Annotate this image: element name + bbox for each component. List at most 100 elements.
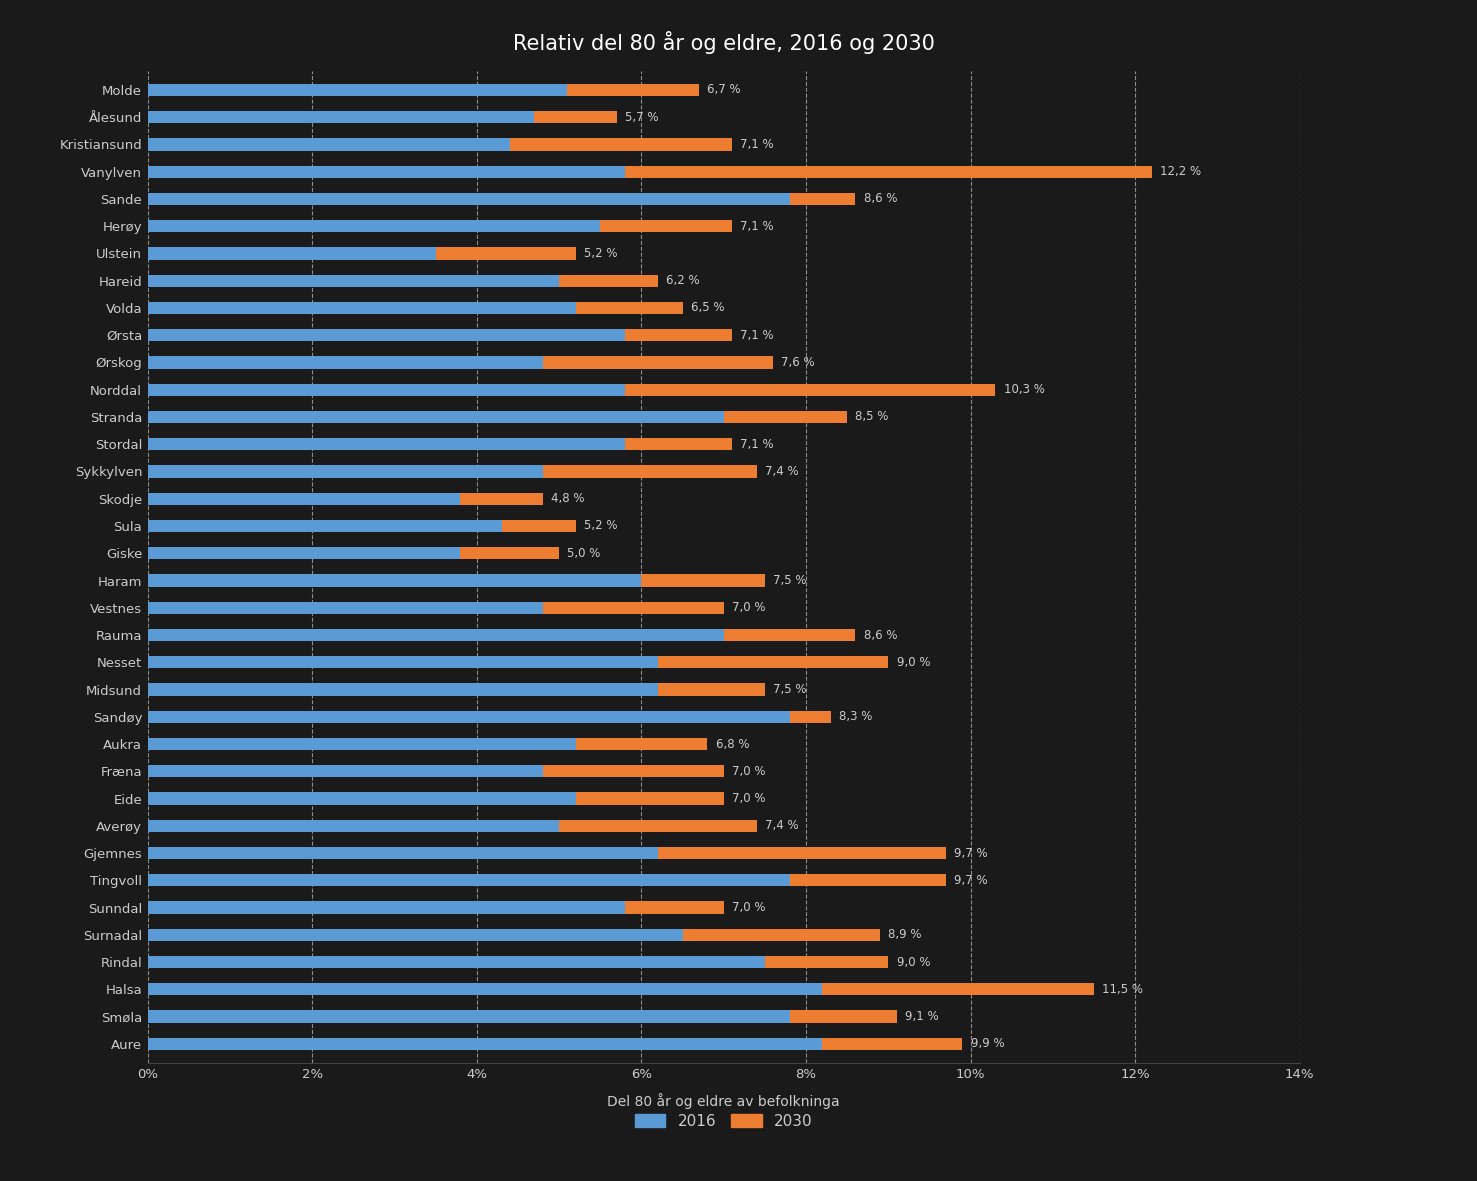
Bar [148, 847, 945, 860]
Bar [148, 520, 502, 533]
Bar [148, 847, 657, 860]
Text: 12,2 %: 12,2 % [1159, 165, 1201, 178]
Bar [148, 1038, 963, 1050]
Bar [148, 765, 542, 777]
Text: 5,2 %: 5,2 % [583, 520, 617, 533]
Bar [148, 629, 855, 641]
Bar [148, 601, 724, 614]
Bar [148, 302, 682, 314]
Text: 8,6 %: 8,6 % [864, 193, 897, 205]
Legend: 2016, 2030: 2016, 2030 [629, 1108, 818, 1135]
Bar [148, 874, 790, 887]
Text: 5,7 %: 5,7 % [625, 111, 659, 124]
Bar [148, 329, 733, 341]
Text: 9,1 %: 9,1 % [905, 1010, 938, 1023]
Bar [148, 792, 576, 804]
Bar [148, 247, 436, 260]
Text: 7,0 %: 7,0 % [733, 901, 765, 914]
Bar [148, 1011, 897, 1023]
Bar [148, 629, 724, 641]
Bar [148, 657, 657, 668]
Bar [148, 492, 542, 505]
Bar [148, 329, 625, 341]
Bar [148, 547, 461, 560]
Bar [148, 138, 510, 151]
Text: 10,3 %: 10,3 % [1003, 383, 1044, 397]
Text: 7,4 %: 7,4 % [765, 465, 799, 478]
Bar [148, 955, 765, 968]
Bar [148, 465, 756, 477]
Text: 9,7 %: 9,7 % [954, 847, 988, 860]
Text: 7,1 %: 7,1 % [740, 220, 774, 233]
Bar [148, 901, 724, 914]
Bar [148, 492, 461, 505]
Bar [148, 438, 733, 450]
Text: 9,9 %: 9,9 % [970, 1037, 1004, 1050]
Bar [148, 520, 576, 533]
Text: 7,0 %: 7,0 % [733, 792, 765, 805]
Text: 7,5 %: 7,5 % [772, 683, 806, 696]
Text: 4,8 %: 4,8 % [551, 492, 585, 505]
Text: 8,6 %: 8,6 % [864, 628, 897, 641]
Bar [148, 684, 657, 696]
Bar [148, 384, 625, 396]
Bar [148, 111, 535, 123]
Bar [148, 384, 995, 396]
Bar [148, 820, 560, 831]
Bar [148, 901, 625, 914]
Bar [148, 820, 756, 831]
Text: 7,6 %: 7,6 % [781, 355, 815, 368]
Bar [148, 302, 576, 314]
Bar [148, 275, 657, 287]
Bar [148, 165, 625, 178]
Bar [148, 547, 560, 560]
Bar [148, 1011, 790, 1023]
Bar [148, 220, 600, 233]
Bar [148, 574, 765, 587]
Bar [148, 165, 1152, 178]
Text: 7,1 %: 7,1 % [740, 328, 774, 341]
Bar [148, 711, 830, 723]
Text: 7,1 %: 7,1 % [740, 438, 774, 451]
Bar [148, 275, 560, 287]
Bar [148, 738, 576, 750]
Bar [148, 928, 682, 941]
Text: 9,0 %: 9,0 % [897, 655, 931, 668]
Bar [148, 574, 641, 587]
Text: 8,5 %: 8,5 % [855, 411, 889, 424]
Bar [148, 357, 772, 368]
Text: 8,9 %: 8,9 % [888, 928, 922, 941]
Bar [148, 138, 733, 151]
Bar [148, 928, 880, 941]
Text: 6,7 %: 6,7 % [707, 84, 741, 97]
Bar [148, 411, 724, 423]
Text: 6,5 %: 6,5 % [691, 301, 724, 314]
Bar [148, 738, 707, 750]
Bar [148, 193, 790, 205]
Text: 7,4 %: 7,4 % [765, 820, 799, 833]
Bar [148, 1038, 823, 1050]
Bar [148, 955, 888, 968]
Title: Relativ del 80 år og eldre, 2016 og 2030: Relativ del 80 år og eldre, 2016 og 2030 [513, 31, 935, 54]
Text: 5,2 %: 5,2 % [583, 247, 617, 260]
Bar [148, 84, 699, 96]
Text: 7,0 %: 7,0 % [733, 601, 765, 614]
Bar [148, 601, 542, 614]
Bar [148, 220, 733, 233]
Bar [148, 357, 542, 368]
Bar [148, 84, 567, 96]
Bar [148, 247, 576, 260]
Text: 11,5 %: 11,5 % [1102, 983, 1143, 996]
Text: 6,2 %: 6,2 % [666, 274, 700, 287]
Text: 8,3 %: 8,3 % [839, 710, 873, 723]
Text: 9,0 %: 9,0 % [897, 955, 931, 968]
Bar [148, 983, 1094, 996]
Text: 5,0 %: 5,0 % [567, 547, 601, 560]
Text: 7,1 %: 7,1 % [740, 138, 774, 151]
Bar [148, 792, 724, 804]
Text: 7,5 %: 7,5 % [772, 574, 806, 587]
Bar [148, 193, 855, 205]
Bar [148, 465, 542, 477]
Text: 6,8 %: 6,8 % [715, 737, 749, 751]
Bar [148, 657, 888, 668]
